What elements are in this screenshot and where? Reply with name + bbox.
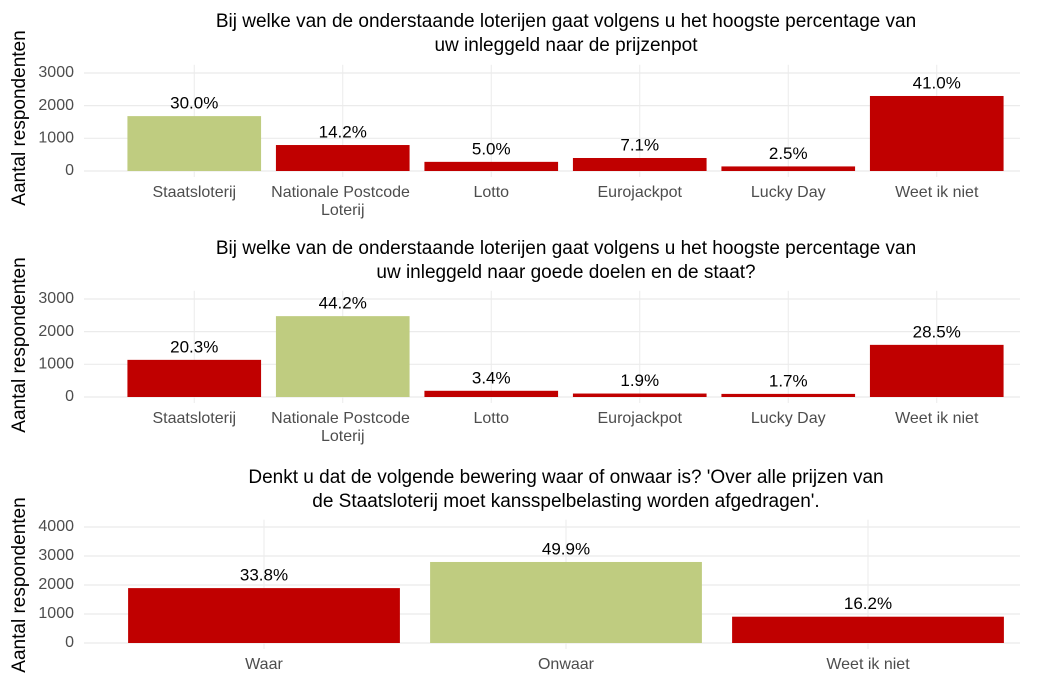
- y-tick-label: 2000: [38, 323, 74, 340]
- bar: [869, 95, 1004, 171]
- data-label: 2.5%: [769, 144, 808, 163]
- y-tick-label: 4000: [38, 518, 74, 535]
- y-tick-label: 1000: [38, 356, 74, 373]
- x-tick-label: Staatsloterij: [152, 410, 236, 427]
- bar: [721, 393, 856, 397]
- y-tick-label: 0: [65, 162, 74, 179]
- chart-title: de Staatsloterij moet kansspelbelasting …: [312, 491, 819, 512]
- x-tick-label: Waar: [245, 656, 283, 673]
- data-label: 16.2%: [844, 594, 892, 613]
- x-tick-label: Weet ik niet: [895, 184, 979, 201]
- chart-title: Bij welke van de onderstaande loterijen …: [216, 11, 916, 32]
- bar: [721, 166, 856, 171]
- data-label: 1.9%: [620, 371, 659, 390]
- y-axis-label: Aantal respondenten: [9, 257, 30, 432]
- bar: [572, 157, 707, 171]
- bar: [572, 393, 707, 397]
- data-label: 7.1%: [620, 135, 659, 154]
- chart-title: Denkt u dat de volgende bewering waar of…: [248, 467, 883, 488]
- x-tick-label: Eurojackpot: [598, 410, 683, 427]
- bar: [430, 561, 702, 643]
- bar: [275, 145, 410, 171]
- x-tick-label: Onwaar: [538, 656, 595, 673]
- chart-title: Bij welke van de onderstaande loterijen …: [216, 238, 916, 259]
- y-tick-label: 2000: [38, 576, 74, 593]
- y-tick-label: 2000: [38, 97, 74, 114]
- chart-title: uw inleggeld naar goede doelen en de sta…: [376, 262, 755, 283]
- data-label: 41.0%: [913, 73, 961, 92]
- y-axis-label: Aantal respondenten: [9, 497, 30, 672]
- x-tick-label: Weet ik niet: [826, 656, 910, 673]
- x-tick-label: Nationale Postcode Loterij: [271, 410, 414, 445]
- y-tick-label: 3000: [38, 290, 74, 307]
- data-label: 49.9%: [542, 539, 590, 558]
- bar: [128, 588, 400, 643]
- y-tick-label: 1000: [38, 605, 74, 622]
- x-tick-label: Staatsloterij: [152, 184, 236, 201]
- y-tick-label: 0: [65, 634, 74, 651]
- bar: [869, 344, 1004, 397]
- x-tick-label: Lotto: [473, 410, 509, 427]
- data-label: 44.2%: [319, 294, 367, 313]
- bar: [127, 116, 262, 171]
- data-label: 33.8%: [240, 566, 288, 585]
- y-tick-label: 1000: [38, 130, 74, 147]
- y-axis-label: Aantal respondenten: [9, 30, 30, 205]
- x-tick-label: Lotto: [473, 184, 509, 201]
- chart-title: uw inleggeld naar de prijzenpot: [434, 35, 698, 56]
- data-label: 3.4%: [472, 368, 511, 387]
- x-tick-label: Nationale Postcode Loterij: [271, 184, 414, 219]
- bar: [424, 161, 559, 171]
- bar: [732, 616, 1004, 643]
- bar: [424, 390, 559, 397]
- bar: [275, 316, 410, 397]
- x-tick-label: Weet ik niet: [895, 410, 979, 427]
- y-tick-label: 3000: [38, 547, 74, 564]
- data-label: 5.0%: [472, 139, 511, 158]
- x-tick-label: Lucky Day: [751, 184, 826, 201]
- bar: [127, 359, 262, 397]
- data-label: 30.0%: [170, 94, 218, 113]
- data-label: 20.3%: [170, 337, 218, 356]
- data-label: 14.2%: [319, 123, 367, 142]
- y-tick-label: 0: [65, 388, 74, 405]
- x-tick-label: Lucky Day: [751, 410, 826, 427]
- data-label: 1.7%: [769, 371, 808, 390]
- x-tick-label: Eurojackpot: [598, 184, 683, 201]
- data-label: 28.5%: [913, 322, 961, 341]
- y-tick-label: 3000: [38, 64, 74, 81]
